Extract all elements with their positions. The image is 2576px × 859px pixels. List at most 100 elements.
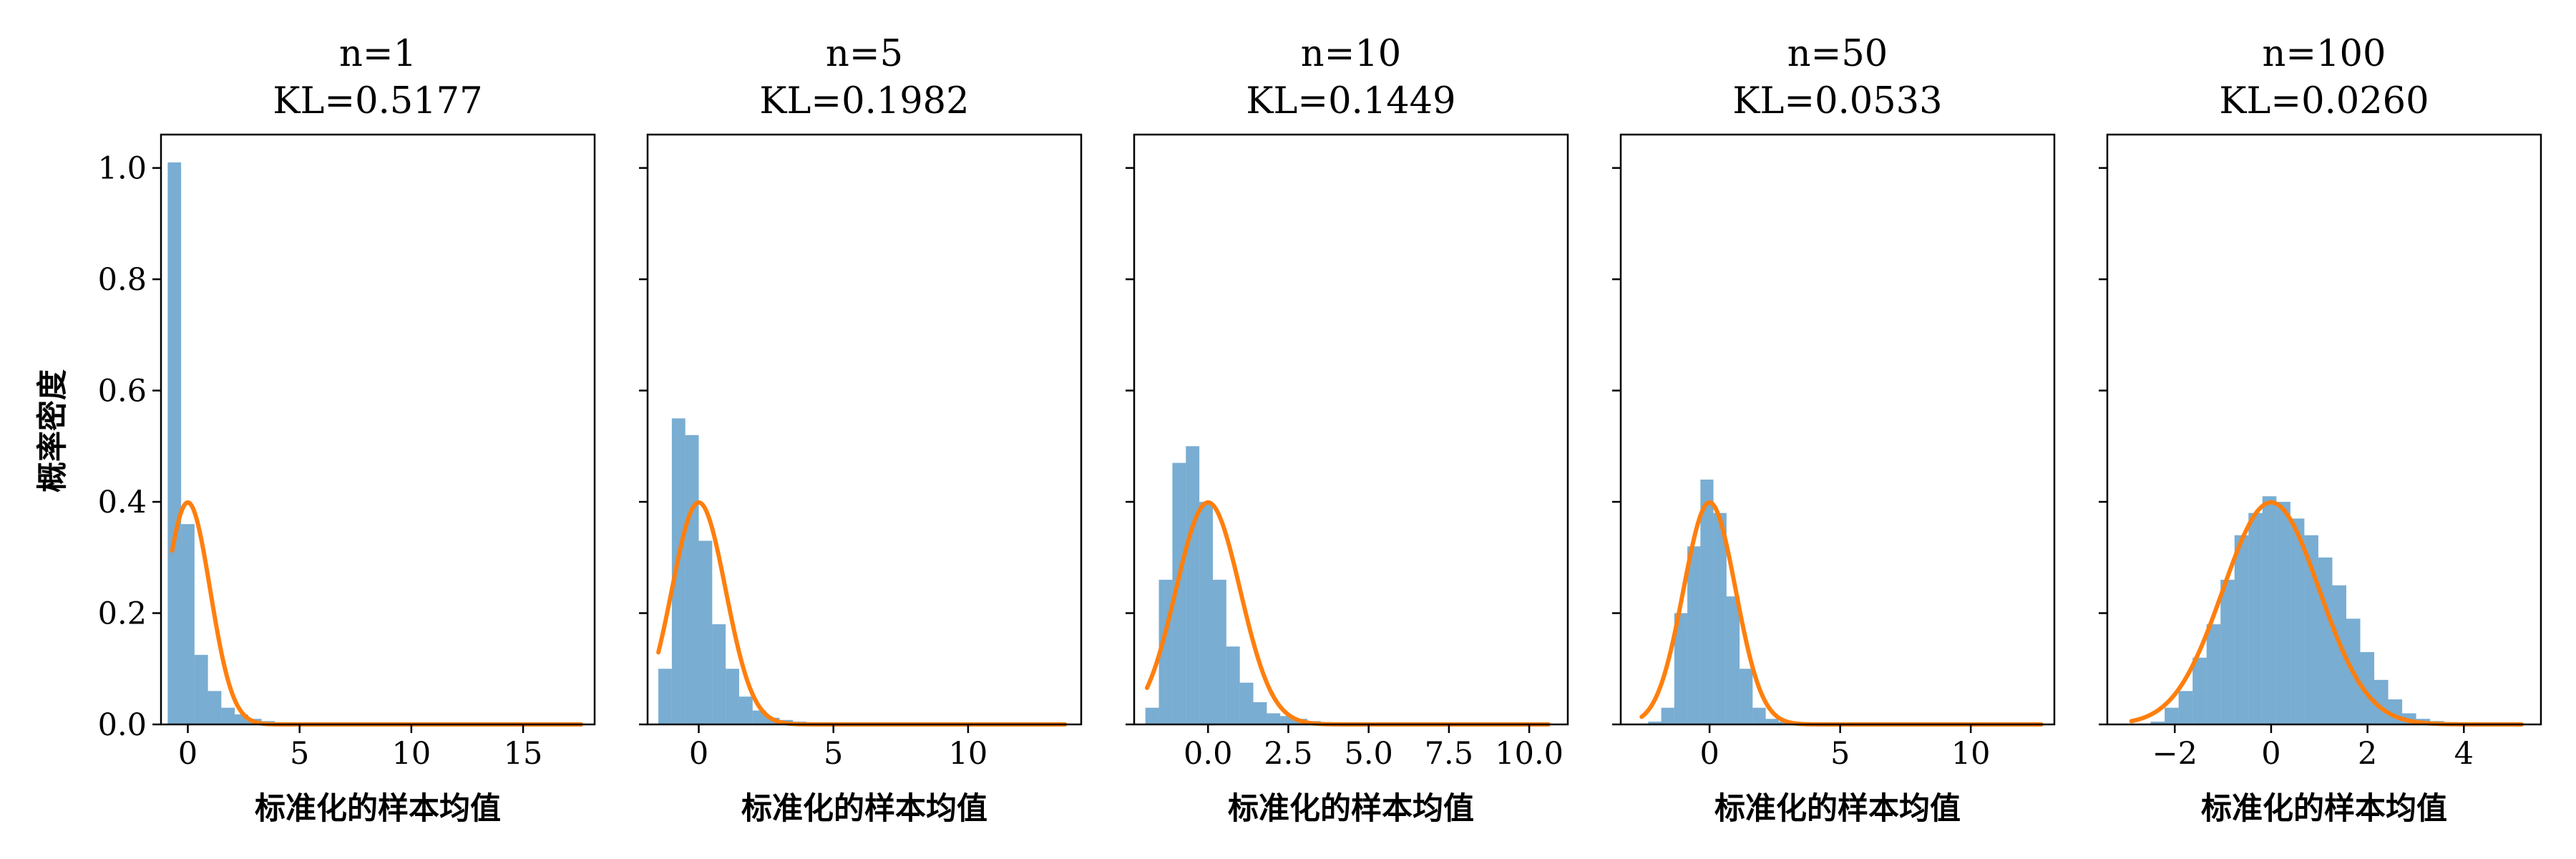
x-tick-label: 10.0	[1495, 736, 1563, 772]
subplot-title-kl: KL=0.0533	[1732, 80, 1942, 122]
histogram-bar	[208, 691, 222, 724]
histogram-bar	[1267, 713, 1281, 724]
axes-frame	[1133, 133, 1569, 726]
y-tick-label: 1.0	[98, 151, 147, 187]
histogram-bar	[685, 435, 699, 724]
histogram-bar	[2150, 722, 2165, 724]
subplot-title-kl: KL=0.0260	[2219, 80, 2429, 122]
histogram-bar	[1700, 479, 1714, 724]
x-axis-label: 标准化的样本均值	[2201, 791, 2447, 827]
x-axis-label: 标准化的样本均值	[1228, 791, 1474, 827]
histogram-bar	[2290, 518, 2305, 724]
x-tick-label: 2.5	[1264, 736, 1312, 772]
x-axis-label: 标准化的样本均值	[1714, 791, 1961, 827]
subplots: 0 5 10 15 0.0 0.2 0.4 0.6 0.8 1.0 n=1 KL=0.5177 标准化的…	[98, 33, 2542, 827]
subplot-title-n: n=50	[1787, 33, 1888, 75]
x-tick-label: 2	[2358, 736, 2377, 772]
subplot-title-n: n=5	[826, 33, 903, 75]
x-tick-label: 15	[504, 736, 543, 772]
histogram-bar	[2374, 679, 2389, 724]
subplot-2: 0 5 10 n=5 KL=0.1982 标准化的样本均值	[639, 33, 1083, 827]
x-tick-label: 10	[391, 736, 431, 772]
subplot-5: −2 0 2 4 n=100 KL=0.0260 标准化的样本均值	[2099, 33, 2542, 827]
x-tick-label: 0.0	[1184, 736, 1232, 772]
x-axis-label: 标准化的样本均值	[741, 791, 987, 827]
histogram-bar	[1226, 646, 1240, 724]
histogram-bar	[1648, 722, 1662, 724]
histogram-bar	[1726, 596, 1740, 724]
histogram-bar	[1212, 579, 1226, 724]
normal-pdf-curve	[170, 500, 584, 727]
x-tick-label: 5	[824, 736, 843, 772]
histogram-bars	[2150, 496, 2542, 724]
subplot-1: 0 5 10 15 0.0 0.2 0.4 0.6 0.8 1.0 n=1 KL=0.5177 标准化的…	[98, 33, 596, 827]
x-tick-label: 5	[1830, 736, 1850, 772]
histogram-bar	[1199, 502, 1213, 724]
histogram-bar	[167, 162, 182, 724]
histogram-bar	[2262, 496, 2277, 724]
histogram-bar	[2276, 502, 2290, 724]
histogram-bar	[1661, 707, 1674, 724]
histogram-bar	[2165, 707, 2179, 724]
histogram-bar	[194, 654, 208, 724]
x-tick-label: 7.5	[1425, 736, 1473, 772]
x-tick-label: 10	[949, 736, 988, 772]
subplot-4: 0 5 10 n=50 KL=0.0533 标准化的样本均值	[1612, 33, 2056, 827]
histogram-bars	[167, 162, 584, 724]
histogram-bar	[1687, 546, 1701, 724]
axes-frame	[160, 133, 596, 726]
histogram-bar	[712, 624, 726, 724]
subplot-title-n: n=100	[2263, 33, 2386, 75]
histogram-bar	[1674, 613, 1688, 724]
histogram-bar	[1145, 707, 1159, 724]
histogram-bar	[2248, 513, 2263, 724]
x-tick-label: 5.0	[1344, 736, 1392, 772]
histogram-bar	[671, 418, 686, 724]
histogram-bar	[738, 697, 753, 724]
y-tick-label: 0.8	[98, 262, 147, 298]
x-tick-label: 4	[2454, 736, 2474, 772]
histogram-bar	[2318, 557, 2333, 724]
x-tick-label: 0	[1699, 736, 1719, 772]
histogram-bar	[1765, 719, 1779, 724]
y-tick-label: 0.2	[98, 596, 147, 632]
x-tick-label: 10	[1951, 736, 1991, 772]
x-tick-label: 0	[2261, 736, 2280, 772]
histogram-bar	[1172, 462, 1186, 724]
x-tick-label: −2	[2152, 736, 2197, 772]
y-tick-label: 0.6	[98, 374, 147, 409]
histogram-bar	[726, 669, 739, 724]
subplot-title-kl: KL=0.1449	[1246, 80, 1455, 122]
axes-frame	[2106, 133, 2542, 726]
histogram-bar	[1752, 707, 1766, 724]
histogram-bar	[181, 524, 195, 724]
axes-frame	[1619, 133, 2056, 726]
histogram-bar	[2220, 579, 2235, 724]
histogram-bar	[1280, 716, 1294, 724]
histogram-bar	[2178, 691, 2193, 724]
y-tick-label: 0.4	[98, 485, 147, 520]
histogram-bar	[1186, 446, 1200, 724]
x-tick-label: 5	[290, 736, 309, 772]
x-axis-label: 标准化的样本均值	[255, 791, 501, 827]
histogram-bar	[2234, 535, 2249, 724]
x-tick-label: 0	[178, 736, 197, 772]
subplot-3: 0.0 2.5 5.0 7.5 10.0 n=10 KL=0.1449 标准化的样本均值	[1126, 33, 1569, 827]
axes-frame	[646, 133, 1083, 726]
histogram-bars	[1648, 479, 2054, 724]
x-tick-label: 0	[689, 736, 708, 772]
histogram-bar	[1713, 513, 1727, 724]
histogram-bar	[1239, 682, 1254, 724]
histogram-bars	[1145, 446, 1564, 724]
histogram-bar	[2360, 651, 2375, 724]
y-axis-label: 概率密度	[35, 369, 71, 492]
histogram-bar	[1740, 669, 1753, 724]
subplot-title-n: n=10	[1301, 33, 1401, 75]
subplot-title-kl: KL=0.1982	[759, 80, 969, 122]
subplot-title-n: n=1	[339, 33, 416, 75]
histogram-bar	[698, 540, 713, 724]
subplot-title-kl: KL=0.5177	[273, 80, 482, 122]
histogram-bar	[658, 669, 672, 724]
y-tick-label: 0.0	[98, 707, 147, 743]
